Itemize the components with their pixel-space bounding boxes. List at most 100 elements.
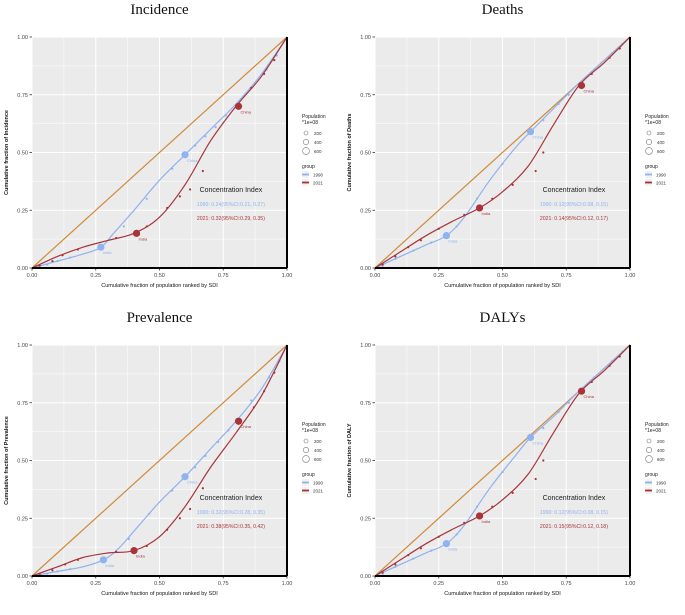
data-point-2021 [76, 558, 79, 561]
legend-key-dot-2021 [304, 181, 307, 184]
data-point-2021 [76, 248, 79, 251]
legend-size-label: 400 [657, 140, 665, 145]
data-point-2021 [38, 572, 41, 575]
data-point-2021 [511, 491, 514, 494]
data-point-2021 [145, 544, 148, 548]
data-point-1990 [542, 119, 545, 122]
chart-title: Prevalence [127, 310, 193, 326]
legend-size-label: 400 [314, 448, 322, 453]
x-tick-label: 0.75 [561, 581, 572, 587]
data-point-2021 [394, 563, 397, 566]
legend-size-circle [302, 455, 310, 463]
x-tick-label: 0.00 [27, 581, 38, 587]
data-point-1990 [171, 167, 174, 170]
y-tick-label: 0.75 [17, 401, 28, 407]
data-point-1990 [46, 263, 49, 266]
chart-dalys: DALYs 0.000.00 0.25 0.25 0.50 0.50 0.75 0.75 1.0… [347, 310, 669, 597]
legend-key-dot-2021 [647, 489, 650, 492]
data-point-2021 [273, 59, 276, 62]
chart-panel-prevalence: Prevalence 0.00 0.00 0.25 0.25 0.50 0.50 0.75 0.… [0, 308, 342, 615]
data-point-2021 [394, 255, 397, 258]
x-tick-label: 0.50 [497, 581, 508, 587]
data-point-1990 [69, 567, 72, 571]
data-point-2021 [381, 571, 384, 574]
data-point-1990 [56, 259, 59, 263]
data-point-2021 [608, 56, 611, 59]
x-tick-label: 0.50 [154, 581, 165, 587]
data-point-2021 [201, 169, 204, 173]
legend-size-circle [302, 147, 310, 155]
concentration-curve-1990 [374, 36, 631, 269]
data-point-1990 [567, 93, 570, 96]
data-point-2021 [618, 47, 621, 50]
legend-size-circle [645, 455, 653, 463]
data-point-2021 [419, 239, 422, 242]
y-tick-label: 0.50 [17, 151, 28, 157]
point-label-china: China [187, 158, 198, 163]
data-point-1990 [46, 572, 49, 575]
annotation-title: Concentration Index [200, 495, 263, 502]
y-tick-label: 0.25 [360, 208, 371, 214]
data-point-india-1990 [99, 556, 107, 564]
chart-title: DALYs [480, 310, 526, 326]
y-tick-label: 0.50 [17, 459, 28, 465]
x-axis-label: Cumulative fraction of population ranked… [101, 591, 218, 597]
y-axis-label: Cumulative fraction of Incidence [4, 110, 10, 195]
data-point-2021 [542, 459, 545, 462]
y-tick-label: 0.00 [17, 266, 28, 272]
data-point-1990 [455, 533, 458, 536]
data-point-1990 [224, 114, 227, 117]
y-tick-label: 0.75 [360, 93, 371, 99]
annotation-title: Concentration Index [543, 187, 606, 194]
y-axis-label: Cumulative fraction of DALY [347, 423, 353, 497]
data-point-2021 [38, 264, 41, 267]
annotation-1990: 1990: 0.12(95%CI:0.08, 0.15) [540, 202, 608, 208]
data-point-india-2021 [130, 546, 138, 555]
legend-size-label: 200 [657, 131, 665, 136]
chart-panel-dalys: DALYs 0.00 0.00 0.25 0.25 0.50 0.50 0.75 0.75 1.0… [343, 308, 685, 615]
equality-line [31, 344, 288, 577]
data-point-1990 [430, 549, 433, 552]
data-point-1990 [430, 241, 433, 244]
data-point-2021 [115, 236, 118, 240]
data-point-1990 [542, 427, 545, 430]
chart-panel-deaths: Deaths 0.00 0.00 0.25 0.25 0.50 0.50 0.75 0.75 1.… [343, 0, 685, 307]
data-point-2021 [437, 227, 440, 230]
legend-size-title: Population [302, 114, 326, 120]
point-label-india: India [136, 554, 145, 559]
annotation-1990: 1990: 0.12(95%CI:0.08, 0.15) [540, 510, 608, 516]
annotation-2021: 2021: 0.38(95%CI:0.35, 0.42) [197, 524, 265, 530]
data-point-2021 [534, 169, 537, 173]
data-point-1990 [557, 410, 560, 414]
y-tick-label: 1.00 [17, 35, 28, 41]
data-point-2021 [419, 547, 422, 550]
legend-group-label: 2021 [656, 489, 667, 494]
legend-size-label: 400 [657, 448, 665, 453]
concentration-curve-2021 [374, 344, 631, 577]
data-point-india-1990 [97, 243, 105, 251]
y-tick-label: 0.75 [360, 401, 371, 407]
legend-size-label: 600 [314, 457, 322, 462]
annotation-title: Concentration Index [200, 187, 263, 194]
data-point-1990 [145, 197, 148, 200]
data-point-2021 [262, 72, 266, 76]
legend-size-label: 400 [314, 140, 322, 145]
data-point-2021 [273, 371, 276, 374]
data-point-1990 [122, 225, 125, 228]
data-point-2021 [64, 563, 67, 566]
point-label-china: China [584, 89, 595, 94]
annotation-2021: 2021: 0.32(95%CI:0.29, 0.35) [197, 216, 265, 222]
data-point-1990 [194, 144, 197, 147]
y-axis-label: Cumulative fraction of Prevalence [4, 416, 10, 505]
annotation-title: Concentration Index [543, 495, 606, 502]
y-tick-label: 1.00 [360, 35, 371, 41]
legend-key-dot-1990 [304, 173, 307, 176]
legend-key-dot-1990 [647, 481, 650, 484]
x-tick-label: 0.75 [218, 273, 229, 279]
chart-incidence: Incidence 0.000.00 0.25 0.25 0.50 0.50 0.75 0.7… [4, 2, 326, 289]
annotation-1990: 1990: 0.32(95%CI:0.28, 0.35) [197, 510, 265, 516]
data-point-china-2021 [577, 387, 586, 395]
concentration-curve-2021 [31, 344, 288, 577]
data-point-2021 [463, 213, 466, 216]
x-axis-label: Cumulative fraction of population ranked… [444, 283, 561, 289]
